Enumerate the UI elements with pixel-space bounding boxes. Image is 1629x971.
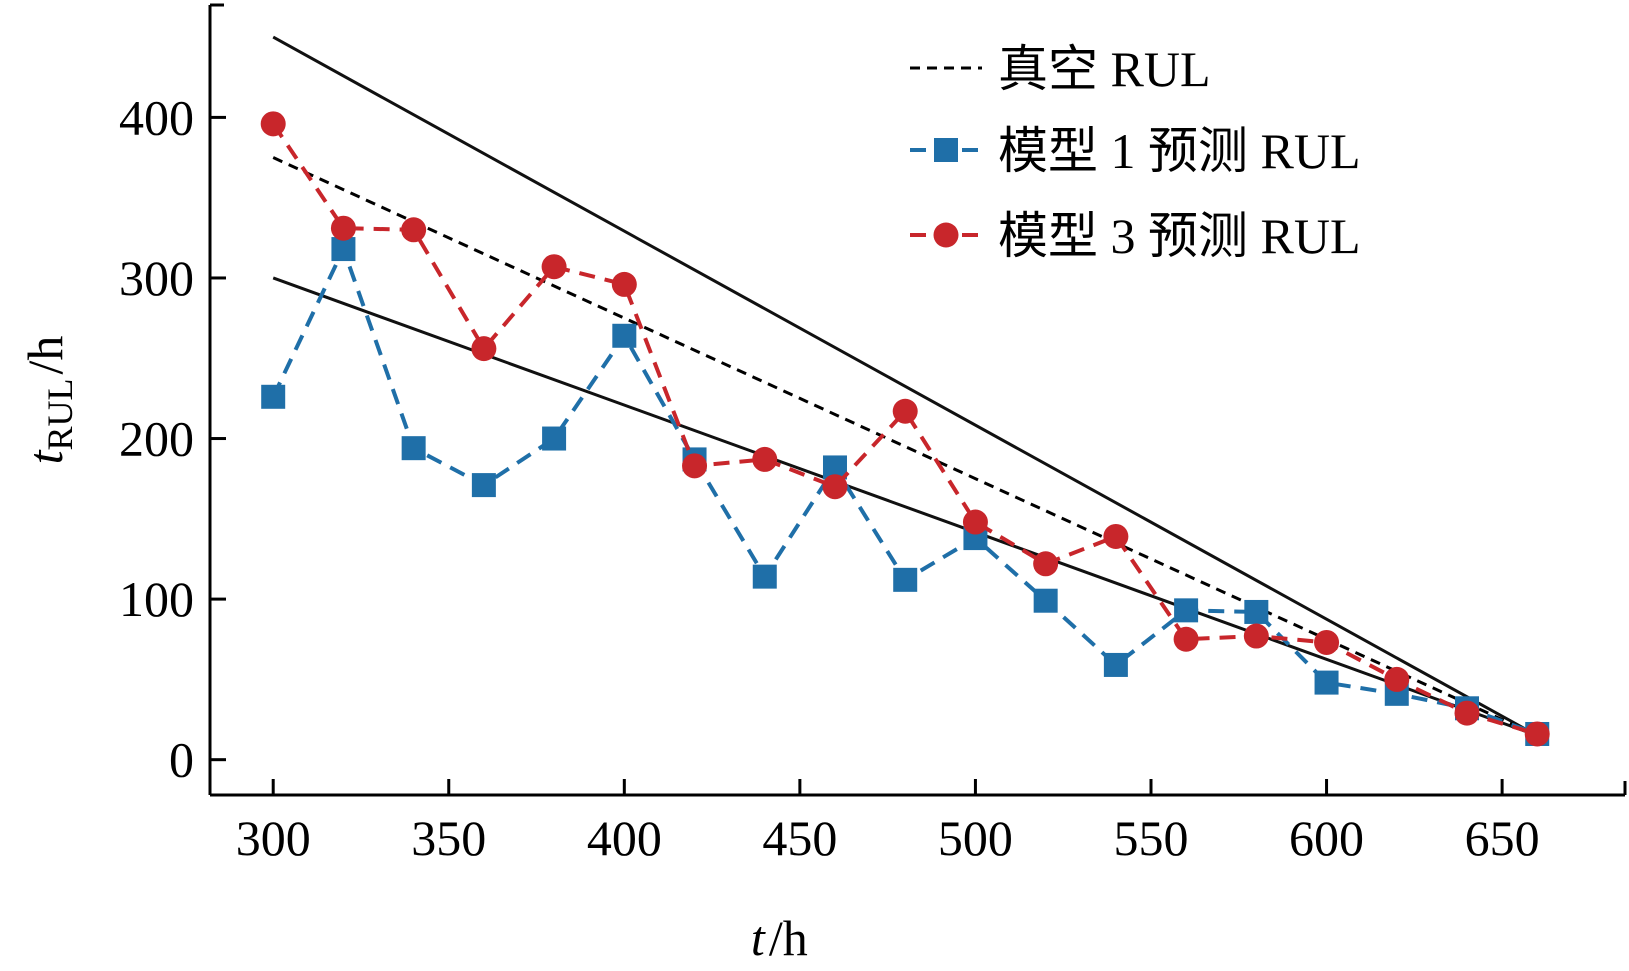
bound-line-1: [272, 35, 1538, 737]
model-1-point: [471, 473, 496, 498]
x-tick-label: 500: [938, 810, 1013, 866]
model-3-point: [1173, 626, 1199, 652]
model-1-point: [612, 323, 637, 348]
y-axis-label-sub: RUL: [40, 379, 80, 451]
y-tick-label: 0: [169, 732, 194, 788]
legend: 真空 RUL 模型 1 预测 RUL 模型 3 预测 RUL: [910, 41, 1361, 264]
x-axis-label-unit: /h: [769, 910, 808, 966]
model-3-point: [260, 111, 286, 137]
x-tick-label: 350: [411, 810, 486, 866]
legend-label-2: 模型 1 预测 RUL: [998, 123, 1361, 179]
model-3-point: [611, 271, 637, 297]
legend-label-3: 模型 3 预测 RUL: [998, 208, 1361, 264]
y-tick-label: 300: [119, 250, 194, 306]
model-3-point: [401, 217, 427, 243]
y-axis-label-var: t: [17, 449, 73, 464]
model-3-point: [330, 215, 356, 241]
plot-area: [260, 35, 1550, 747]
model-1-point: [752, 564, 777, 589]
x-tick-label: 400: [587, 810, 662, 866]
model-3-point: [1384, 666, 1410, 692]
y-axis-label-unit: /h: [17, 336, 73, 375]
x-axis-label-var: t: [751, 910, 766, 966]
model-3-point: [1243, 623, 1269, 649]
model-1-point: [261, 384, 286, 409]
model-1-point: [542, 426, 567, 451]
model-1-point: [401, 436, 426, 461]
model-1-point: [1314, 670, 1339, 695]
axes: 300 350 400 450 500 550 600 650 0 100 200 300 400 t/h…: [17, 3, 1627, 966]
model-1-point: [331, 237, 356, 262]
bound-line-2: [272, 276, 1538, 737]
x-tick-label: 300: [236, 810, 311, 866]
model-3-point: [1314, 629, 1340, 655]
model-3-point: [892, 398, 918, 424]
model-3-point: [541, 254, 567, 280]
x-tick-label: 450: [762, 810, 837, 866]
x-tick-label: 600: [1289, 810, 1364, 866]
legend-marker-model-1: [934, 138, 958, 162]
series-line-model-1: [271, 243, 1538, 736]
model-1-point: [1174, 598, 1199, 623]
x-tick-label: 550: [1113, 810, 1188, 866]
model-3-point: [471, 336, 497, 362]
model-3-point: [752, 446, 778, 472]
x-tick-label: 650: [1465, 810, 1540, 866]
legend-label-1: 真空 RUL: [998, 41, 1211, 97]
model-1-point: [1033, 588, 1058, 613]
y-tick-label: 200: [119, 411, 194, 467]
model-3-point: [1454, 700, 1480, 726]
model-3-point: [962, 509, 988, 535]
model-3-point: [1524, 721, 1550, 747]
x-axis-label: t/h: [751, 910, 808, 966]
y-tick-label: 400: [119, 89, 194, 145]
model-3-point: [1033, 551, 1059, 577]
model-3-point: [682, 453, 708, 479]
y-axis-label: tRUL/h: [17, 336, 80, 465]
model-3-point: [822, 474, 848, 500]
y-tick-label: 100: [119, 571, 194, 627]
model-1-point: [1244, 599, 1269, 624]
model-1-point: [1103, 652, 1128, 677]
model-1-point: [893, 567, 918, 592]
model-3-point: [1103, 523, 1129, 549]
legend-marker-model-3: [933, 222, 959, 248]
